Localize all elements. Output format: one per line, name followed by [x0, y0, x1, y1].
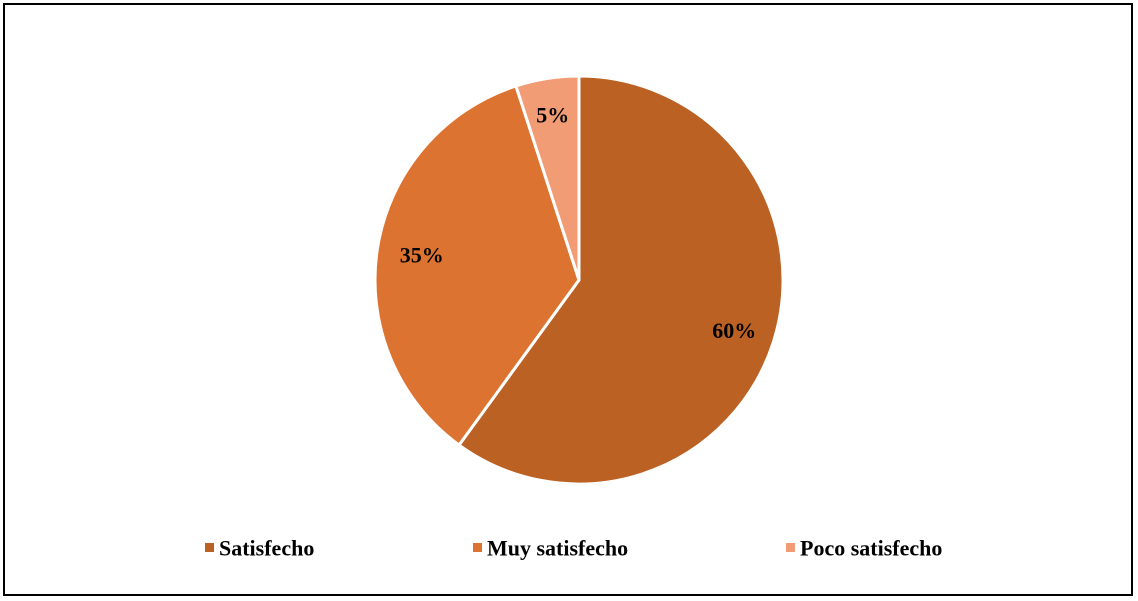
- legend-label: Muy satisfecho: [487, 536, 628, 561]
- pie-slice-poco-satisfecho: [514, 74, 581, 282]
- legend-item-satisfecho: Satisfecho: [205, 536, 314, 561]
- data-label-poco-satisfecho: 5%: [536, 102, 569, 127]
- legend-item-poco-satisfecho: Poco satisfecho: [786, 536, 942, 561]
- data-label-satisfecho: 60%: [712, 318, 756, 343]
- legend-label: Poco satisfecho: [800, 536, 942, 561]
- legend-item-muy-satisfecho: Muy satisfecho: [473, 536, 628, 561]
- data-label-muy-satisfecho: 35%: [400, 243, 444, 268]
- pie-slice-muy-satisfecho: [373, 84, 581, 447]
- pie-slices: [373, 74, 785, 486]
- legend-swatch: [473, 543, 482, 552]
- legend-swatch: [786, 543, 795, 552]
- legend-label: Satisfecho: [219, 536, 314, 561]
- pie-data-labels: 60% 35% 5%: [400, 102, 756, 343]
- legend: Satisfecho Muy satisfecho Poco satisfecho: [205, 536, 942, 561]
- legend-swatch: [205, 543, 214, 552]
- pie-slice-satisfecho: [457, 74, 785, 486]
